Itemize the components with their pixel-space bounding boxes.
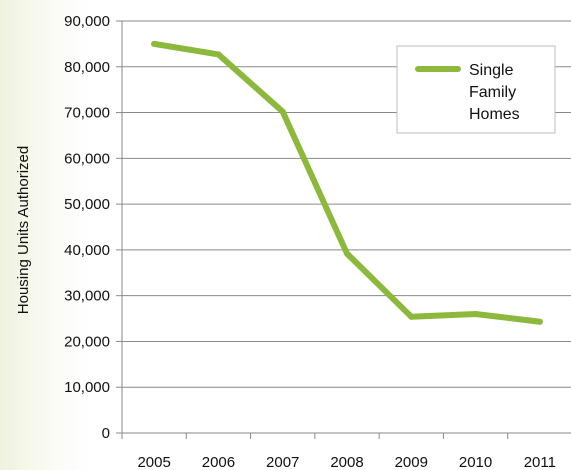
x-tick-label: 2009 bbox=[395, 454, 428, 470]
y-tick-label: 60,000 bbox=[64, 150, 110, 167]
legend: Single Family Homes bbox=[396, 45, 556, 134]
x-tick-label: 2005 bbox=[137, 454, 170, 470]
y-tick-label: 10,000 bbox=[64, 379, 110, 396]
data-point bbox=[408, 313, 415, 320]
x-tick-label: 2010 bbox=[459, 454, 492, 470]
y-axis-title: Housing Units Authorized bbox=[15, 146, 32, 314]
data-point bbox=[215, 51, 222, 58]
y-tick-label: 40,000 bbox=[64, 242, 110, 259]
x-tick-label: 2007 bbox=[266, 454, 299, 470]
y-tick-label: 0 bbox=[102, 425, 110, 442]
legend-box bbox=[396, 45, 556, 134]
legend-label: Homes bbox=[469, 106, 520, 123]
data-point bbox=[536, 318, 543, 325]
data-point bbox=[151, 40, 158, 47]
axes bbox=[121, 21, 571, 439]
y-tick-labels: 0 10,000 20,000 30,000 40,000 50,000 60,000 70,… bbox=[64, 13, 110, 442]
legend-label: Single bbox=[469, 62, 514, 79]
series-layer bbox=[151, 40, 543, 325]
x-tick-label: 2006 bbox=[202, 454, 235, 470]
x-tick-label: 2011 bbox=[524, 454, 556, 470]
x-tick-labels: 2005 2006 2007 2008 2009 2010 2011 bbox=[137, 454, 556, 470]
y-tick-label: 90,000 bbox=[64, 13, 110, 30]
y-tick-label: 70,000 bbox=[64, 105, 110, 122]
y-tick-label: 50,000 bbox=[64, 196, 110, 213]
data-point bbox=[472, 310, 479, 317]
legend-label: Family bbox=[469, 84, 516, 101]
y-tick-label: 30,000 bbox=[64, 288, 110, 305]
y-tick-label: 20,000 bbox=[64, 333, 110, 350]
data-point bbox=[344, 250, 350, 257]
y-tick-label: 80,000 bbox=[64, 59, 110, 76]
x-tick-label: 2008 bbox=[330, 454, 363, 470]
data-point bbox=[279, 108, 286, 115]
